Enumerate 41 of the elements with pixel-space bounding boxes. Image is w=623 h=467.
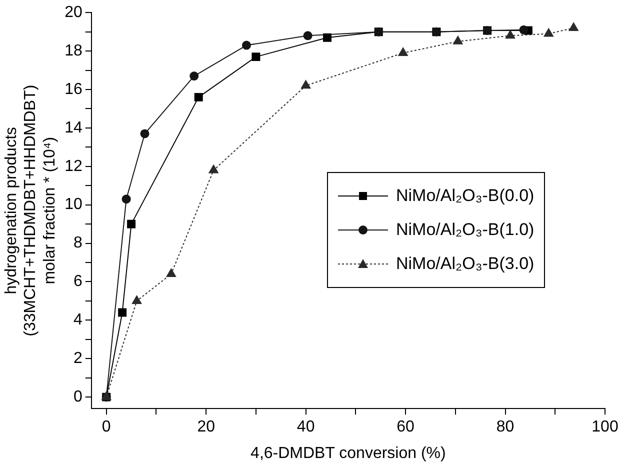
y-tick-label: 0 <box>73 388 82 406</box>
point <box>242 40 251 50</box>
point <box>452 35 464 44</box>
point <box>568 22 579 31</box>
y-tick-label: 18 <box>64 42 82 60</box>
point <box>140 129 150 138</box>
point <box>208 164 219 174</box>
point <box>398 46 408 56</box>
x-tick-label: 60 <box>396 418 415 436</box>
y-tick-label: 12 <box>64 158 82 175</box>
legend-label: NiMo/Al₂O₃-B(1.0) <box>396 220 534 240</box>
point <box>505 30 516 39</box>
x-tick-label: 0 <box>102 418 111 436</box>
x-tick-label: 100 <box>592 418 618 436</box>
y-tick-label: 10 <box>64 196 82 214</box>
legend-label: NiMo/Al₂O₃-B(0.0) <box>396 186 534 206</box>
y-tick-label: 4 <box>73 312 82 329</box>
y-tick-label: 2 <box>73 350 82 368</box>
x-tick-label: 20 <box>197 418 216 436</box>
y-tick-label: 14 <box>64 119 82 136</box>
point <box>519 25 528 34</box>
point <box>252 52 260 62</box>
point <box>132 294 142 304</box>
point <box>127 220 136 228</box>
y-axis-title: hydrogenation products (33MCHT+THDMDBT+HHDMDBT) molar fraction * (10⁴) <box>3 84 58 336</box>
point <box>190 72 199 81</box>
point <box>166 268 176 278</box>
point <box>194 92 203 102</box>
x-axis-title: 4,6-DMDBT conversion (%) <box>250 444 446 462</box>
y-tick-label: 20 <box>64 4 82 22</box>
point <box>543 28 554 37</box>
point <box>122 194 131 204</box>
y-tick-label: 16 <box>64 80 82 98</box>
x-tick-label: 40 <box>296 418 315 436</box>
point <box>303 31 312 40</box>
legend-label: NiMo/Al₂O₃-B(3.0) <box>396 254 534 274</box>
point <box>300 80 312 89</box>
y-tick-label: 8 <box>73 234 82 252</box>
point <box>118 308 127 317</box>
y-tick-label: 6 <box>73 273 82 290</box>
x-tick-label: 80 <box>496 418 514 436</box>
